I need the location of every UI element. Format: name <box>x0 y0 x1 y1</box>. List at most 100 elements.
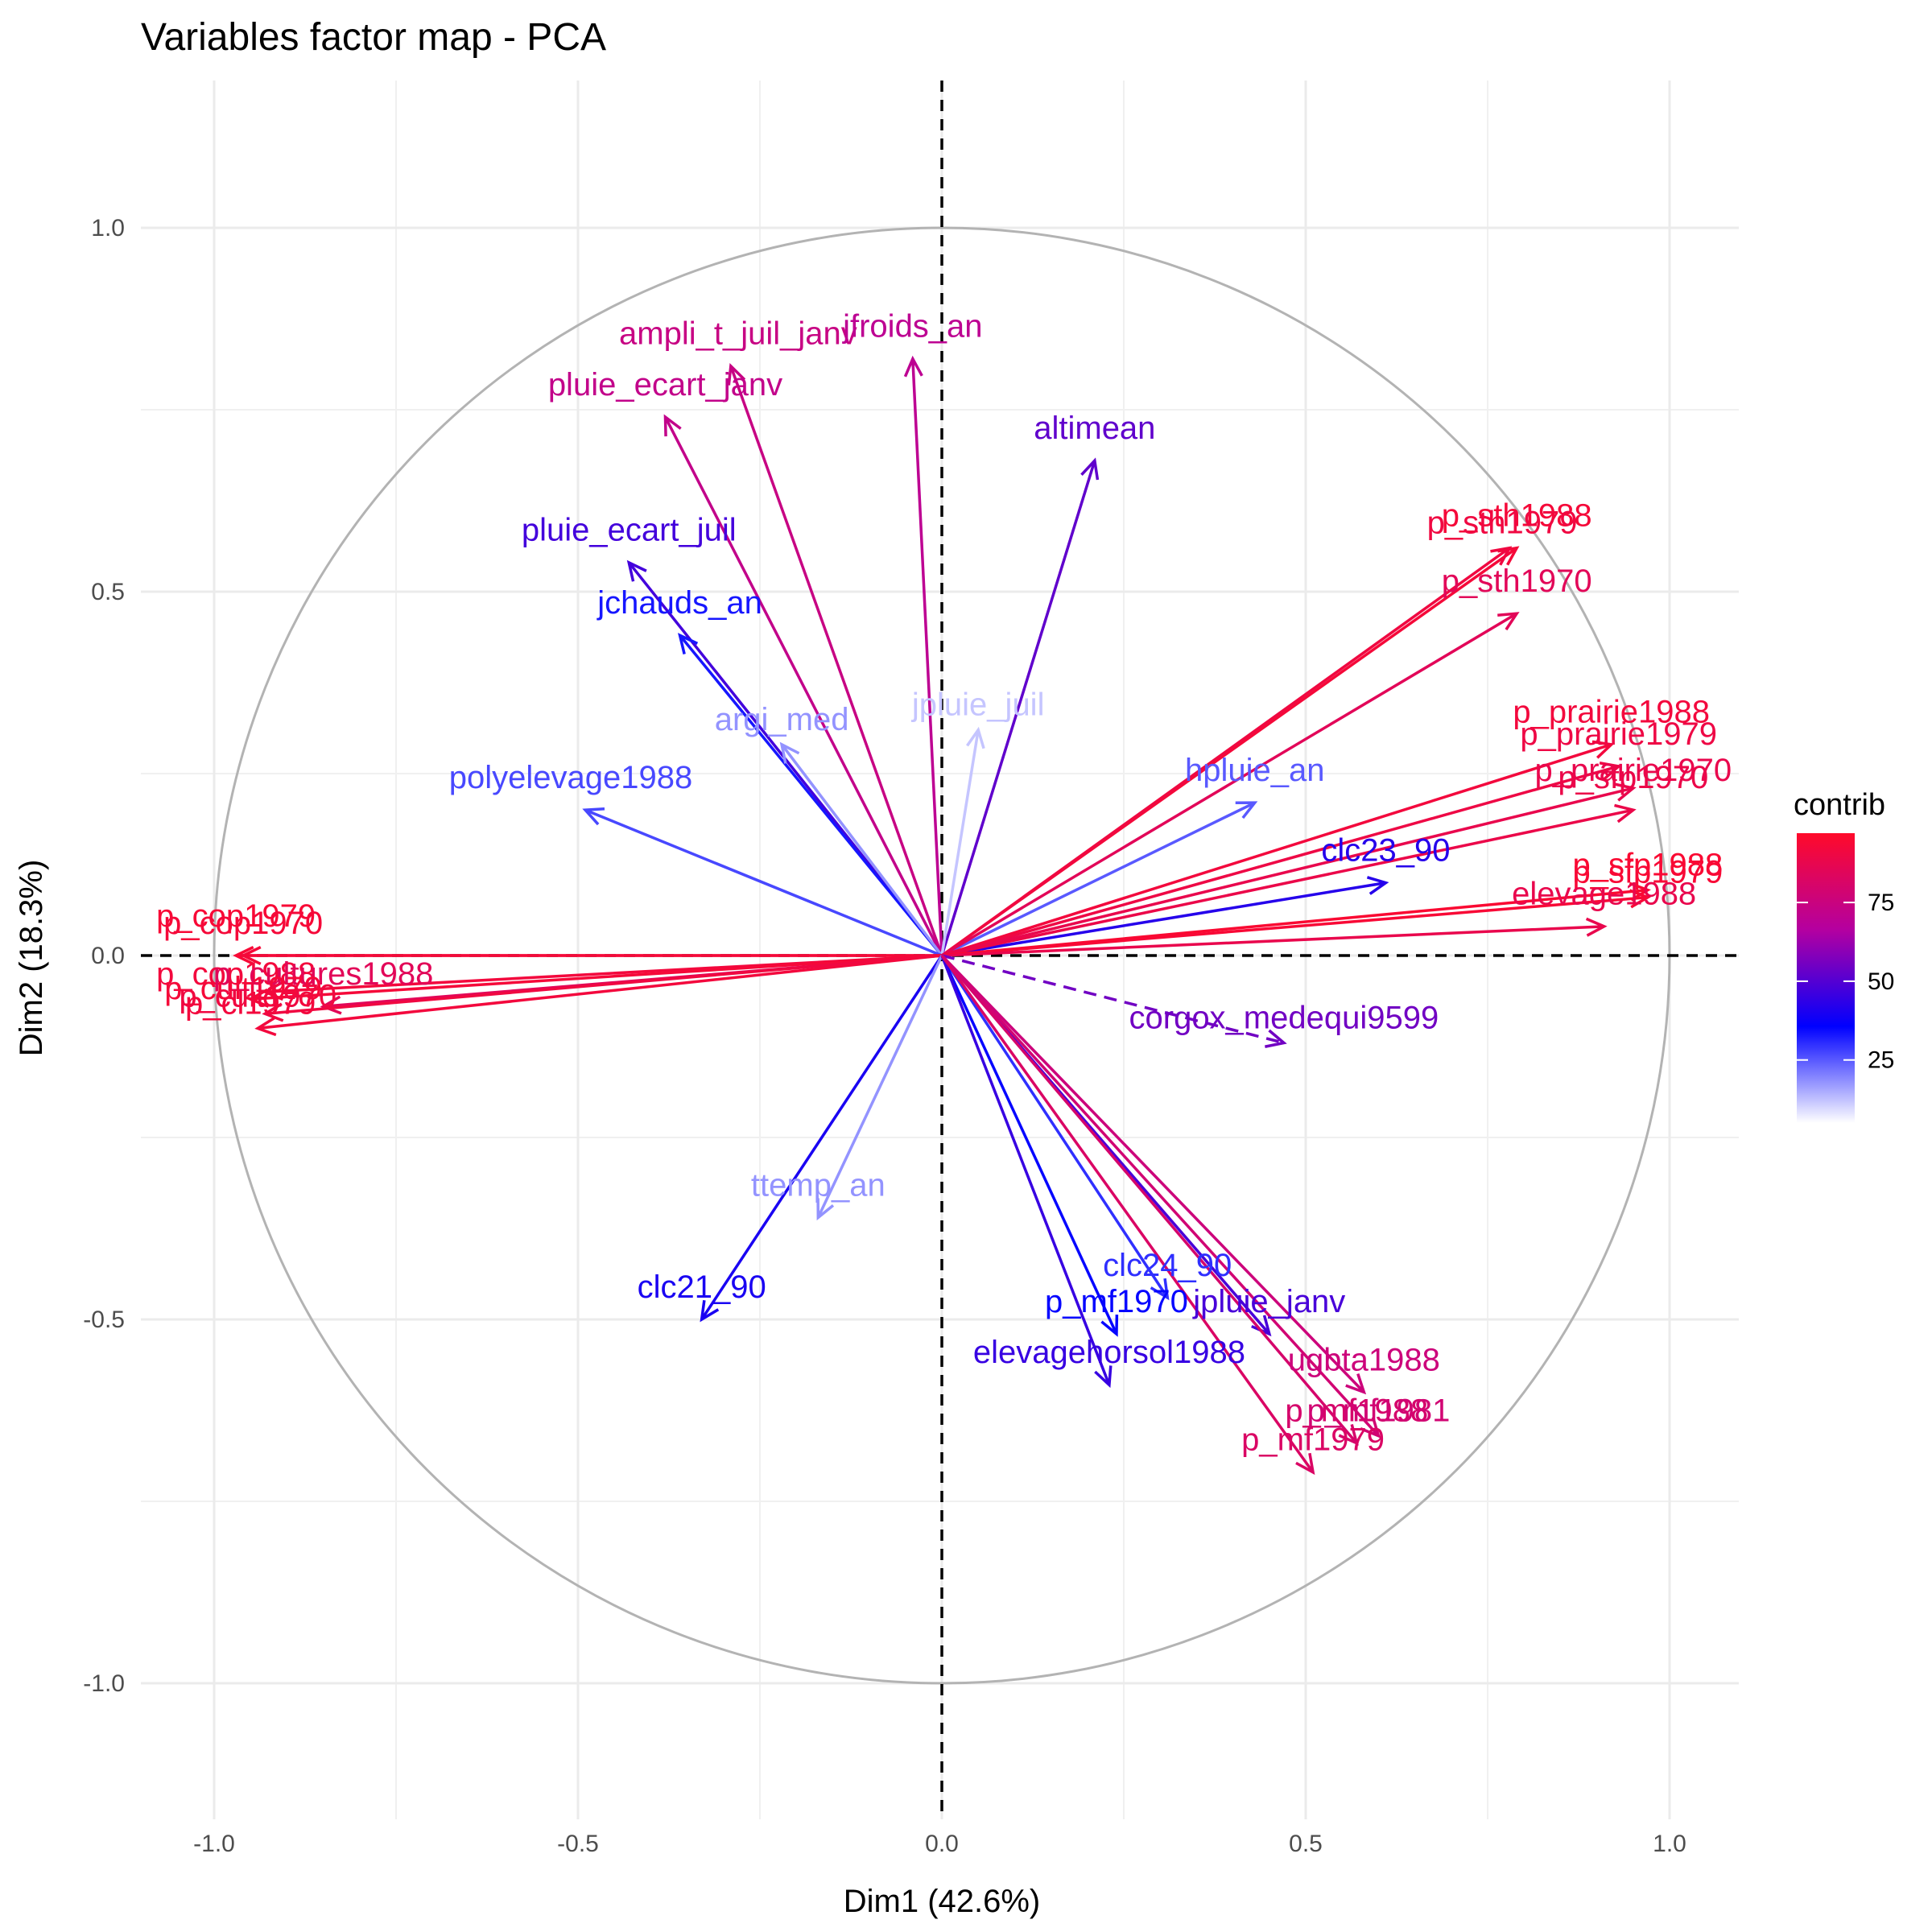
arrow-shaft <box>941 954 1285 1045</box>
variable-label-p_cult1970: p_cult1970 <box>179 978 336 1013</box>
variable-label-p_cl1979: p_cl1979 <box>185 985 316 1021</box>
arrow-clc23_90 <box>941 876 1389 957</box>
arrow-argi_med <box>779 741 943 957</box>
variable-label-elevagehorsol1988: elevagehorsol1988 <box>973 1335 1245 1370</box>
arrow-head <box>254 1017 277 1037</box>
arrow-polyelevage1988 <box>582 807 943 957</box>
arrow-head <box>966 726 985 749</box>
variable-label-p_cult1979: p_cult1979 <box>164 971 322 1006</box>
y-tick-label: 0.5 <box>91 579 125 605</box>
arrow-head <box>1150 1278 1170 1301</box>
arrow-p_cult1979 <box>247 954 943 1008</box>
arrow-head <box>240 945 262 966</box>
arrow-head <box>1094 1365 1113 1389</box>
arrow-shaft <box>250 954 943 1001</box>
legend: contrib 25 50 75 <box>1794 788 1894 1123</box>
x-tick-label: 0.5 <box>1289 1831 1323 1857</box>
legend-colorbar <box>1797 833 1855 1123</box>
arrow-head <box>262 1002 284 1022</box>
arrow-jchauds_an <box>678 633 943 957</box>
arrow-p_mf1981 <box>940 954 1381 1439</box>
variable-label-p_sth1979: p_sth1979 <box>1427 506 1578 541</box>
arrow-clc21_90 <box>700 955 943 1323</box>
arrow-head <box>903 355 923 378</box>
variable-label-p_cop1970: p_cop1970 <box>163 906 323 941</box>
arrow-head <box>233 945 254 966</box>
arrow-shaft <box>780 743 943 957</box>
axis-ticks: -1.0 -0.5 0.0 0.5 1.0 -1.0 -0.5 0.0 0.5 1.0 <box>83 215 1686 1857</box>
variable-label-ampli_t_juil_janv: ampli_t_juil_janv <box>619 316 857 352</box>
variable-label-elevage1988: elevage1988 <box>1512 877 1696 912</box>
arrow-head <box>320 995 342 1015</box>
arrow-shaft <box>265 954 943 1016</box>
arrow-p_cult1970 <box>262 954 943 1022</box>
arrow-head <box>626 559 647 582</box>
y-tick-label: -0.5 <box>83 1307 125 1333</box>
variable-label-p_sfp1970: p_sfp1970 <box>1558 760 1708 795</box>
x-tick-label: -1.0 <box>193 1831 235 1857</box>
legend-tick-label: 75 <box>1868 890 1894 916</box>
variable-label-p_mf1979: p_mf1979 <box>1241 1422 1385 1458</box>
arrow-jfroids_an <box>903 355 943 956</box>
arrow-shaft <box>940 954 1358 1444</box>
arrow-head <box>1360 1417 1381 1439</box>
variable-label-ugbta1988: ugbta1988 <box>1288 1342 1440 1377</box>
variable-label-hpluie_an: hpluie_an <box>1185 753 1325 788</box>
arrow-shaft <box>940 460 1096 956</box>
arrow-head <box>1629 889 1651 909</box>
arrow-shaft <box>941 743 1612 957</box>
arrow-shaft <box>729 365 943 956</box>
arrow-p_sfp1979 <box>941 889 1651 957</box>
arrow-pluie_ecart_janv <box>663 414 943 956</box>
variable-label-p_sfp1979: p_sfp1979 <box>1572 855 1723 890</box>
arrow-jpluie_juil <box>940 726 985 956</box>
arrow-head <box>700 1299 720 1323</box>
x-tick-label: 0.0 <box>925 1831 959 1857</box>
arrow-shaft <box>911 358 943 956</box>
arrow-head <box>1100 1315 1119 1337</box>
arrow-head <box>247 988 270 1008</box>
arrow-shaft <box>941 786 1634 957</box>
arrow-head <box>1585 917 1608 937</box>
arrow-elevage1988 <box>941 917 1608 957</box>
variable-label-p_cultures1988: p_cultures1988 <box>213 956 434 992</box>
chart-title: Variables factor map - PCA <box>141 16 606 59</box>
arrow-shaft <box>940 547 1511 957</box>
variable-label-pluie_ecart_janv: pluie_ecart_janv <box>548 367 782 402</box>
arrow-p_prairie1970 <box>941 782 1637 957</box>
y-tick-label: -1.0 <box>83 1670 125 1697</box>
x-tick-label: -0.5 <box>557 1831 599 1857</box>
arrow-shaft <box>258 954 943 1030</box>
arrow-ugbta1988 <box>940 954 1367 1395</box>
arrow-shaft <box>940 955 1169 1298</box>
arrow-shaft <box>941 881 1386 957</box>
variable-label-p_prairie1970: p_prairie1970 <box>1534 753 1732 788</box>
variable-label-argi_med: argi_med <box>715 702 849 737</box>
arrow-shaft <box>940 955 1118 1335</box>
arrow-clc24_90 <box>940 955 1170 1301</box>
arrow-head <box>727 362 746 386</box>
arrow-altimean <box>940 457 1100 956</box>
variable-label-corgox_medequi9599: corgox_medequi9599 <box>1129 1000 1439 1035</box>
arrow-shaft <box>940 954 1380 1437</box>
y-tick-label: 0.0 <box>91 943 125 969</box>
variable-label-polyelevage1988: polyelevage1988 <box>449 760 692 795</box>
arrow-corgox_medequi9599 <box>941 954 1287 1048</box>
arrow-head <box>1265 1029 1287 1048</box>
arrow-shaft <box>941 765 1620 957</box>
arrow-shaft <box>941 925 1604 957</box>
variable-label-ttemp_an: ttemp_an <box>751 1167 886 1203</box>
variable-label-jpluie_juil: jpluie_juil <box>911 687 1045 723</box>
arrow-shaft <box>679 634 943 957</box>
arrow-head <box>1080 457 1100 481</box>
arrow-head <box>1599 762 1622 781</box>
variable-label-clc23_90: clc23_90 <box>1321 832 1450 868</box>
arrow-shaft <box>941 895 1649 957</box>
variable-label-p_cop1979: p_cop1979 <box>156 898 316 934</box>
variable-arrows <box>233 355 1651 1476</box>
y-axis-title: Dim2 (18.3%) <box>14 860 49 1057</box>
arrow-p_cl1979 <box>254 954 943 1037</box>
variable-label-jpluie_janv: jpluie_janv <box>1192 1284 1345 1319</box>
arrow-p_prairie1988 <box>941 740 1615 957</box>
